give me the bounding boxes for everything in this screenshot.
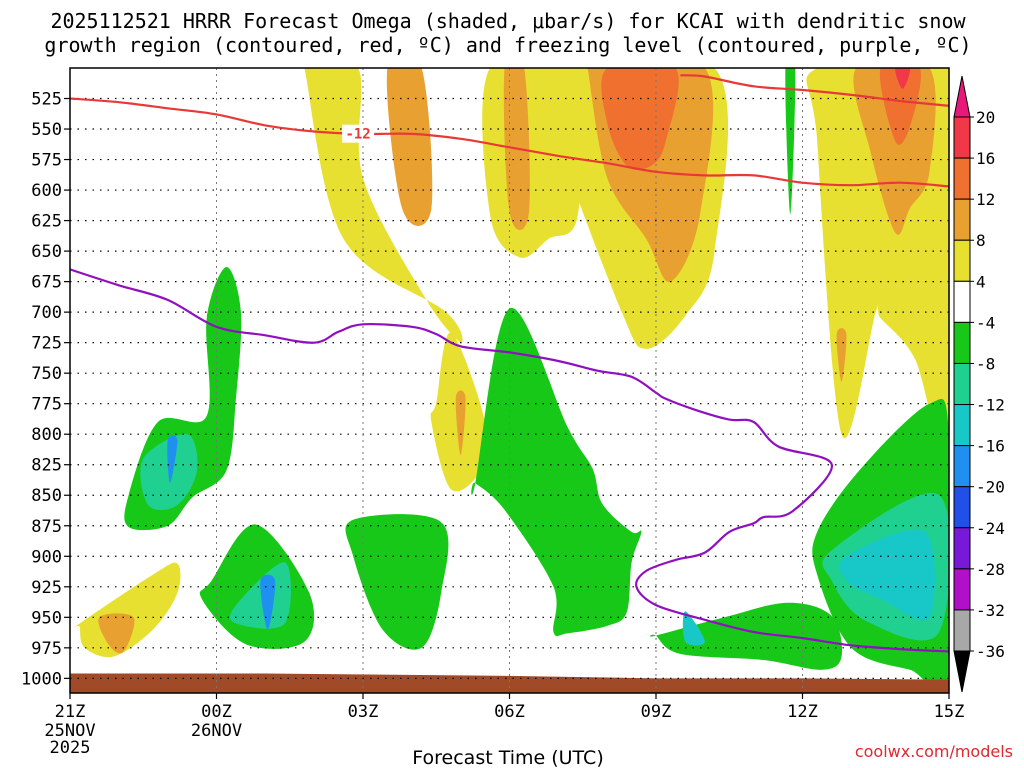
y-tick-label-875: 875 bbox=[31, 517, 62, 537]
y-tick-label-650: 650 bbox=[31, 242, 62, 262]
y-tick-label-550: 550 bbox=[31, 120, 62, 140]
omega-region-29 bbox=[839, 529, 936, 621]
y-tick-label-775: 775 bbox=[31, 395, 62, 415]
x-date-label-2025: 2025 bbox=[50, 738, 91, 758]
y-tick-label-700: 700 bbox=[31, 303, 62, 323]
colorbar-bin-1 bbox=[953, 157, 971, 200]
chart-title-line-1: 2025112521 HRRR Forecast Omega (shaded, … bbox=[50, 9, 966, 33]
contour-line-0-0 bbox=[70, 97, 949, 188]
x-tick-label-12Z: 12Z bbox=[787, 702, 818, 722]
y-tick-label-925: 925 bbox=[31, 578, 62, 598]
chart-title-line-2: growth region (contoured, red, ºC) and f… bbox=[44, 33, 971, 57]
colorbar-tick-label--16: -16 bbox=[976, 437, 1005, 456]
colorbar-tick-label-12: 12 bbox=[976, 190, 995, 209]
omega-region-10 bbox=[879, 68, 921, 145]
x-tick-label-15Z: 15Z bbox=[934, 702, 965, 722]
omega-region-16 bbox=[98, 613, 135, 654]
y-tick-label-800: 800 bbox=[31, 425, 62, 445]
colorbar-bin-5 bbox=[953, 321, 971, 364]
omega-region-26 bbox=[682, 611, 705, 646]
contour-line-0-1 bbox=[680, 74, 949, 107]
omega-region-22 bbox=[260, 574, 276, 630]
omega-region-11 bbox=[895, 68, 911, 89]
contour-label-bg bbox=[342, 124, 375, 143]
colorbar-bin-11 bbox=[953, 568, 971, 611]
y-tick-label-600: 600 bbox=[31, 181, 62, 201]
omega-region-19 bbox=[167, 434, 178, 483]
y-tick-label-1000: 1000 bbox=[21, 669, 62, 689]
x-tick-label-21Z: 21Z bbox=[55, 702, 86, 722]
colorbar-tick-label--28: -28 bbox=[976, 560, 1005, 579]
colorbar-tick-label--12: -12 bbox=[976, 396, 1005, 415]
contour-layer: -12 bbox=[70, 74, 949, 653]
x-tick-label-06Z: 06Z bbox=[494, 702, 525, 722]
omega-region-23 bbox=[345, 514, 449, 650]
grid-layer bbox=[70, 68, 949, 693]
colorbar-tick-label--8: -8 bbox=[976, 354, 995, 373]
x-date-label-25NOV: 25NOV bbox=[44, 721, 95, 741]
y-tick-label-850: 850 bbox=[31, 486, 62, 506]
omega-region-9 bbox=[853, 68, 936, 235]
x-tick-label-09Z: 09Z bbox=[641, 702, 672, 722]
colorbar-tick-label-8: 8 bbox=[976, 231, 986, 250]
colorbar-bin-9 bbox=[953, 486, 971, 529]
contour-line-1-0 bbox=[70, 268, 949, 653]
omega-region-21 bbox=[229, 562, 291, 629]
x-date-label-26NOV: 26NOV bbox=[191, 721, 242, 741]
omega-region-1 bbox=[386, 68, 433, 226]
colorbar-bin-0 bbox=[953, 116, 971, 159]
y-tick-label-750: 750 bbox=[31, 364, 62, 384]
colorbar-bin-8 bbox=[953, 445, 971, 488]
x-tick-label-00Z: 00Z bbox=[201, 702, 232, 722]
axes-layer: 525 550 575 600 625 650 675 700 725 750 775 800 825 8… bbox=[21, 67, 965, 758]
contour-label: -12 bbox=[345, 127, 370, 143]
y-tick-label-625: 625 bbox=[31, 212, 62, 232]
omega-shading-layer bbox=[74, 68, 949, 693]
y-tick-label-575: 575 bbox=[31, 151, 62, 171]
x-axis-label: Forecast Time (UTC) bbox=[412, 747, 603, 768]
colorbar-tick-label-20: 20 bbox=[976, 108, 995, 127]
omega-region-7 bbox=[785, 68, 796, 215]
colorbar-bin-3 bbox=[953, 239, 971, 282]
colorbar-bin-10 bbox=[953, 527, 971, 570]
colorbar-bin-4 bbox=[953, 280, 971, 323]
colorbar-bin-7 bbox=[953, 404, 971, 447]
y-tick-label-975: 975 bbox=[31, 639, 62, 659]
colorbar-tick-label--24: -24 bbox=[976, 519, 1005, 538]
y-tick-label-525: 525 bbox=[31, 90, 62, 110]
omega-region-6 bbox=[601, 68, 679, 170]
colorbar-bottom-arrow bbox=[953, 650, 971, 693]
colorbar-top-arrow bbox=[953, 75, 971, 118]
y-tick-label-900: 900 bbox=[31, 547, 62, 567]
colorbar-bin-2 bbox=[953, 198, 971, 241]
colorbar-tick-label--32: -32 bbox=[976, 601, 1005, 620]
omega-region-24 bbox=[471, 307, 642, 637]
colorbar-tick-label-16: 16 bbox=[976, 149, 995, 168]
colorbar-tick-label--36: -36 bbox=[976, 642, 1005, 661]
y-tick-label-675: 675 bbox=[31, 273, 62, 293]
terrain-layer bbox=[70, 673, 949, 693]
colorbar: 20 16 12 8 4 -4 -8 -12 -16 -20 -24 -28 -32 -36 bbox=[953, 75, 1005, 693]
credit-text: coolwx.com/models bbox=[855, 742, 1013, 761]
y-tick-label-825: 825 bbox=[31, 456, 62, 476]
colorbar-tick-label-4: 4 bbox=[976, 272, 986, 291]
y-tick-label-725: 725 bbox=[31, 334, 62, 354]
omega-region-14 bbox=[455, 390, 466, 455]
terrain-surface bbox=[70, 673, 949, 693]
x-tick-label-03Z: 03Z bbox=[348, 702, 379, 722]
colorbar-bin-12 bbox=[953, 609, 971, 652]
colorbar-tick-label--20: -20 bbox=[976, 478, 1005, 497]
colorbar-tick-label--4: -4 bbox=[976, 313, 995, 332]
colorbar-bin-6 bbox=[953, 362, 971, 406]
omega-region-12 bbox=[836, 328, 847, 382]
y-tick-label-950: 950 bbox=[31, 608, 62, 628]
omega-region-25 bbox=[649, 602, 843, 670]
